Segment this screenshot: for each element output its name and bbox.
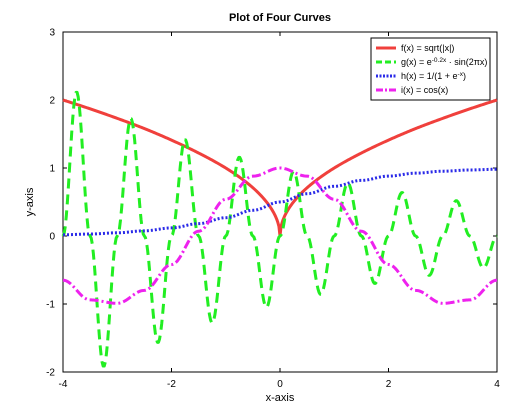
x-axis-label: x-axis [266, 392, 295, 404]
y-tick-label: 0 [49, 232, 55, 243]
y-tick-label: 1 [49, 164, 55, 175]
y-axis-label: y-axis [24, 187, 36, 216]
series-line-4 [62, 166, 498, 305]
series-line-2 [61, 90, 498, 368]
x-tick-label: 2 [386, 379, 392, 390]
legend-label: f(x) = sqrt(|x|) [401, 43, 454, 53]
series-layer [61, 90, 498, 368]
legend-label: g(x) = e-0.2x · sin(2πx) [401, 57, 487, 68]
y-tick-label: -2 [46, 368, 55, 379]
x-tick-label: 0 [277, 379, 283, 390]
axis-ticks: -4 -2 0 2 4 -2 -1 0 1 2 3 [46, 28, 500, 391]
y-tick-label: 2 [49, 96, 55, 107]
x-tick-label: -2 [167, 379, 176, 390]
legend-label: h(x) = 1/(1 + e-x) [401, 71, 466, 82]
legend: f(x) = sqrt(|x|) g(x) = e-0.2x · sin(2πx)… [370, 37, 491, 101]
x-tick-label: 4 [494, 379, 500, 390]
chart-title: Plot of Four Curves [229, 12, 331, 24]
y-tick-label: -1 [46, 300, 55, 311]
y-tick-label: 3 [49, 28, 55, 39]
x-tick-label: -4 [59, 379, 68, 390]
series-line-3 [62, 167, 498, 237]
legend-label: i(x) = cos(x) [401, 85, 448, 95]
